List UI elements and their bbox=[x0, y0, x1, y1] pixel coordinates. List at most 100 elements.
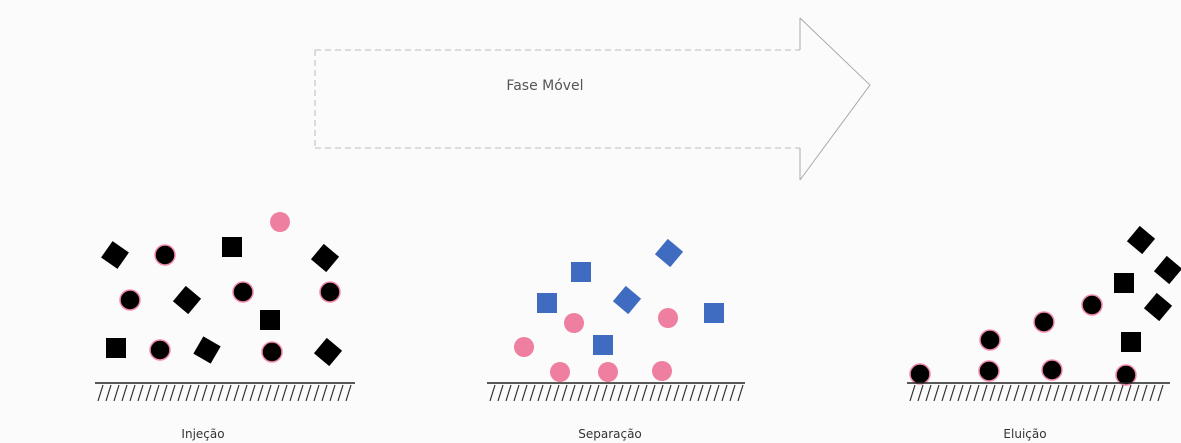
hatch bbox=[650, 385, 655, 401]
hatch bbox=[490, 385, 495, 401]
hatch bbox=[682, 385, 687, 401]
hatch bbox=[138, 385, 143, 401]
particle bbox=[150, 340, 170, 360]
hatch bbox=[1022, 385, 1027, 401]
hatch bbox=[1006, 385, 1011, 401]
particle bbox=[173, 286, 201, 314]
particle bbox=[704, 303, 724, 323]
particle bbox=[910, 364, 930, 384]
hatch bbox=[514, 385, 519, 401]
hatch bbox=[530, 385, 535, 401]
particle bbox=[571, 262, 591, 282]
stage-injection: Injeção bbox=[95, 212, 355, 441]
hatch bbox=[926, 385, 931, 401]
particle bbox=[106, 338, 126, 358]
hatch bbox=[234, 385, 239, 401]
hatch bbox=[990, 385, 995, 401]
hatch bbox=[958, 385, 963, 401]
particle bbox=[980, 330, 1000, 350]
hatch bbox=[322, 385, 327, 401]
hatch bbox=[546, 385, 551, 401]
particle bbox=[1082, 295, 1102, 315]
hatch bbox=[738, 385, 743, 401]
particle bbox=[1127, 226, 1155, 254]
hatch bbox=[346, 385, 351, 401]
hatch bbox=[114, 385, 119, 401]
particle bbox=[233, 282, 253, 302]
particle bbox=[270, 212, 290, 232]
hatch bbox=[1038, 385, 1043, 401]
hatch bbox=[202, 385, 207, 401]
hatch bbox=[1118, 385, 1123, 401]
hatch bbox=[274, 385, 279, 401]
particle bbox=[1034, 312, 1054, 332]
hatch bbox=[910, 385, 915, 401]
hatch bbox=[626, 385, 631, 401]
hatch bbox=[966, 385, 971, 401]
ground bbox=[907, 383, 1170, 401]
hatch bbox=[934, 385, 939, 401]
hatch bbox=[554, 385, 559, 401]
hatch bbox=[306, 385, 311, 401]
hatch bbox=[714, 385, 719, 401]
particle bbox=[311, 244, 339, 272]
hatch bbox=[522, 385, 527, 401]
hatch bbox=[290, 385, 295, 401]
hatch bbox=[562, 385, 567, 401]
hatch bbox=[658, 385, 663, 401]
hatch bbox=[634, 385, 639, 401]
hatch bbox=[998, 385, 1003, 401]
hatch bbox=[1062, 385, 1067, 401]
particle bbox=[564, 313, 584, 333]
hatch bbox=[250, 385, 255, 401]
particle bbox=[979, 361, 999, 381]
hatch bbox=[226, 385, 231, 401]
hatch bbox=[570, 385, 575, 401]
stage-label: Eluição bbox=[1003, 427, 1046, 441]
hatch bbox=[506, 385, 511, 401]
particle bbox=[101, 241, 129, 269]
particle bbox=[652, 361, 672, 381]
hatch bbox=[314, 385, 319, 401]
hatch bbox=[298, 385, 303, 401]
particle bbox=[1144, 293, 1172, 321]
hatch bbox=[602, 385, 607, 401]
hatch bbox=[618, 385, 623, 401]
hatch bbox=[642, 385, 647, 401]
particle bbox=[1121, 332, 1141, 352]
hatch bbox=[674, 385, 679, 401]
hatch bbox=[194, 385, 199, 401]
mobile-phase-arrow: Fase Móvel bbox=[315, 18, 870, 180]
particle bbox=[658, 308, 678, 328]
hatch bbox=[106, 385, 111, 401]
hatch bbox=[1094, 385, 1099, 401]
hatch bbox=[178, 385, 183, 401]
hatch bbox=[950, 385, 955, 401]
hatch bbox=[162, 385, 167, 401]
hatch bbox=[610, 385, 615, 401]
hatch bbox=[130, 385, 135, 401]
hatch bbox=[210, 385, 215, 401]
particle bbox=[655, 239, 683, 267]
hatch bbox=[186, 385, 191, 401]
particle bbox=[262, 342, 282, 362]
hatch bbox=[498, 385, 503, 401]
hatch bbox=[982, 385, 987, 401]
hatch bbox=[1110, 385, 1115, 401]
hatch bbox=[1142, 385, 1147, 401]
hatch bbox=[218, 385, 223, 401]
particle bbox=[314, 338, 342, 366]
hatch bbox=[146, 385, 151, 401]
hatch bbox=[258, 385, 263, 401]
particle bbox=[120, 290, 140, 310]
particle bbox=[1114, 273, 1134, 293]
ground bbox=[487, 383, 745, 401]
hatch bbox=[242, 385, 247, 401]
hatch bbox=[706, 385, 711, 401]
hatch bbox=[1014, 385, 1019, 401]
diagram: Fase Móvel Injeção Separação bbox=[0, 0, 1181, 443]
hatch bbox=[690, 385, 695, 401]
hatch bbox=[330, 385, 335, 401]
hatch bbox=[1158, 385, 1163, 401]
hatch bbox=[1102, 385, 1107, 401]
